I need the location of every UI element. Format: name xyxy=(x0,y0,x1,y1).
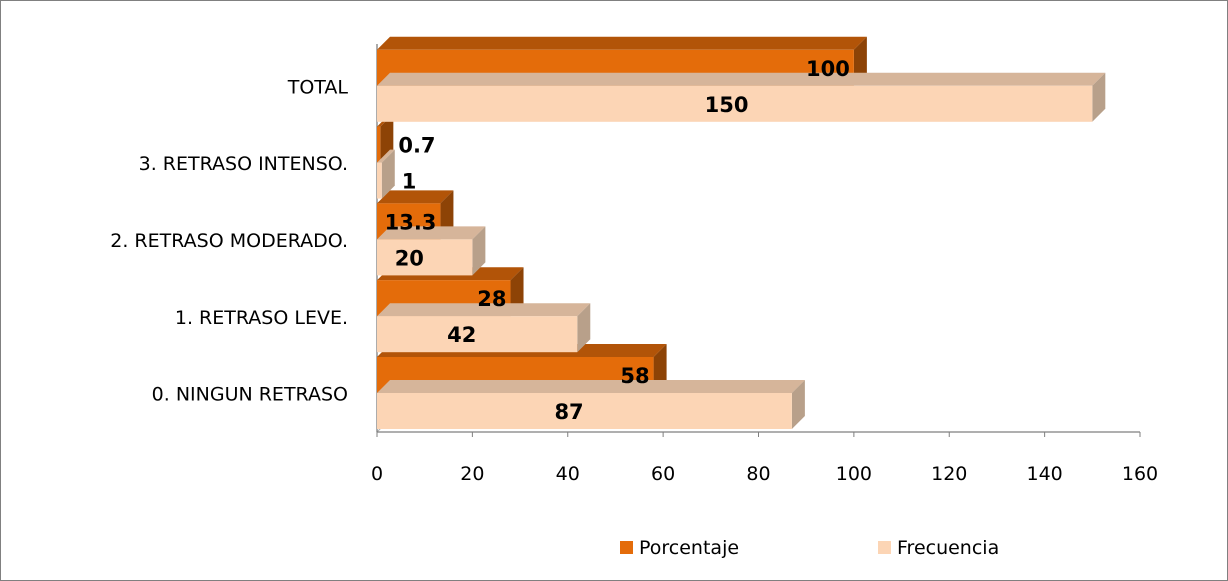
category-labels: 0. NINGUN RETRASO 1. RETRASO LEVE. 2. RETR… xyxy=(110,76,348,405)
bar-top-face xyxy=(377,149,395,163)
bar-side-face xyxy=(472,226,486,276)
data-label-frecuencia: 42 xyxy=(447,323,476,347)
data-label-porcentaje: 28 xyxy=(477,287,506,311)
legend-swatch-frecuencia xyxy=(878,541,891,554)
x-tick-label: 80 xyxy=(746,463,770,485)
x-tick-label: 40 xyxy=(556,463,580,485)
bar-frecuencia-2 xyxy=(377,226,486,276)
category-label: 0. NINGUN RETRASO xyxy=(152,384,348,406)
x-tick-label: 60 xyxy=(651,463,675,485)
data-label-porcentaje: 100 xyxy=(806,57,850,81)
chart-bars xyxy=(377,36,1106,429)
data-label-frecuencia: 1 xyxy=(402,170,417,194)
bar-front-face xyxy=(377,316,578,353)
data-label-frecuencia: 20 xyxy=(395,246,424,270)
category-label: 3. RETRASO INTENSO. xyxy=(139,153,348,175)
bar-side-face xyxy=(791,380,805,429)
category-label: TOTAL xyxy=(287,76,349,98)
bar-frecuencia-4 xyxy=(377,72,1106,122)
x-tick-label: 120 xyxy=(931,463,967,485)
x-tick-label: 160 xyxy=(1122,463,1158,485)
bar-side-face xyxy=(381,149,395,199)
data-label-porcentaje: 58 xyxy=(620,364,649,388)
data-label-frecuencia: 150 xyxy=(705,93,749,117)
bar-top-face xyxy=(377,190,454,204)
legend-label-porcentaje: Porcentaje xyxy=(639,537,739,559)
data-label-porcentaje: 13.3 xyxy=(385,210,437,234)
x-tick-label: 20 xyxy=(460,463,484,485)
legend-swatch-porcentaje xyxy=(620,541,633,554)
data-label-frecuencia: 87 xyxy=(554,400,583,424)
bar-front-face xyxy=(377,126,381,163)
x-tick-label: 140 xyxy=(1026,463,1062,485)
bar-frecuencia-0 xyxy=(377,380,805,429)
bar-front-face xyxy=(377,393,792,429)
bar-top-face xyxy=(377,303,591,317)
legend: Porcentaje Frecuencia xyxy=(620,537,999,559)
category-label: 2. RETRASO MODERADO. xyxy=(110,230,348,252)
bar-side-face xyxy=(577,303,591,353)
legend-label-frecuencia: Frecuencia xyxy=(897,537,999,559)
bar-frecuencia-1 xyxy=(377,303,591,353)
bar-side-face xyxy=(1092,72,1106,122)
bar-top-face xyxy=(377,226,486,240)
data-label-porcentaje: 0.7 xyxy=(398,134,435,158)
bar-frecuencia-3 xyxy=(377,149,395,199)
x-tick-label: 100 xyxy=(836,463,872,485)
bar-top-face xyxy=(377,380,805,393)
category-label: 1. RETRASO LEVE. xyxy=(175,307,348,329)
x-axis-ticks: 0 20 40 60 80 100 120 140 160 xyxy=(371,432,1158,485)
bar-top-face xyxy=(377,72,1106,86)
bar-front-face xyxy=(377,239,473,276)
bar-front-face xyxy=(377,85,1093,122)
bar-top-face xyxy=(377,36,867,50)
x-tick-label: 0 xyxy=(371,463,383,485)
bar-front-face xyxy=(377,162,382,199)
